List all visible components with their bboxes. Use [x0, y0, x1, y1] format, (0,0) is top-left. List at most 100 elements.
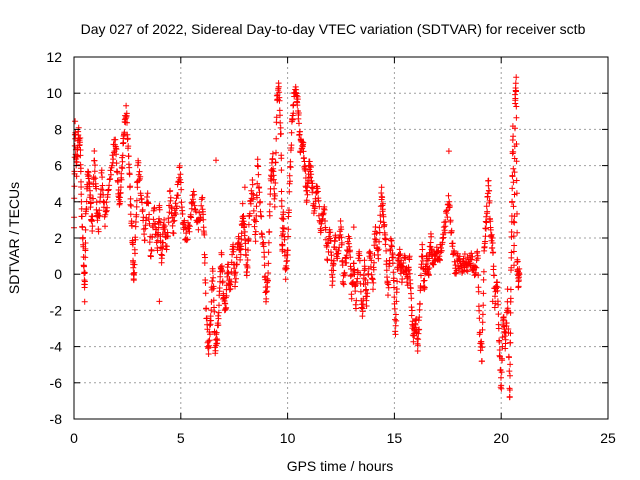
data-point [495, 325, 502, 332]
data-point [296, 128, 303, 135]
data-point [512, 95, 519, 102]
y-axis-label: SDTVAR / TECUs [6, 182, 22, 294]
data-point [165, 219, 172, 226]
data-point [261, 262, 268, 269]
y-tick-label: 0 [54, 266, 62, 282]
data-point [82, 226, 89, 233]
data-point [286, 188, 293, 195]
data-point [217, 273, 224, 280]
data-point [198, 202, 205, 209]
data-point [103, 208, 109, 215]
data-point [249, 190, 255, 197]
data-point [484, 208, 491, 215]
data-point [303, 197, 310, 204]
data-point [280, 209, 287, 216]
data-point [186, 222, 192, 229]
data-point [513, 103, 520, 110]
data-point [350, 224, 357, 231]
data-point [206, 337, 213, 344]
data-point [163, 243, 170, 250]
data-point [233, 275, 239, 282]
data-point [117, 198, 124, 205]
data-point [231, 270, 238, 277]
data-point [253, 203, 260, 210]
data-point [277, 112, 283, 119]
data-point [413, 315, 420, 322]
data-point [275, 83, 282, 90]
data-point [81, 298, 88, 305]
data-point [490, 249, 497, 256]
data-point [343, 252, 350, 259]
data-point [91, 148, 98, 154]
data-point [496, 338, 503, 345]
data-point [256, 184, 263, 191]
data-point [495, 311, 502, 318]
data-point [216, 302, 222, 309]
data-point [110, 156, 117, 163]
data-point [357, 271, 364, 278]
data-point [426, 255, 433, 262]
data-point [386, 263, 393, 270]
data-point [300, 148, 307, 155]
data-point [503, 320, 510, 326]
data-point [440, 234, 447, 241]
data-point [302, 167, 309, 174]
data-point [506, 354, 512, 361]
data-point [248, 187, 255, 194]
data-point [127, 195, 134, 202]
data-point [442, 229, 448, 236]
data-point [186, 223, 193, 230]
data-point [280, 215, 287, 222]
data-point [378, 190, 385, 196]
data-point [209, 268, 216, 275]
data-point [288, 142, 295, 149]
data-point [126, 171, 133, 178]
data-point [247, 200, 254, 207]
data-point [87, 192, 94, 198]
data-point [115, 179, 121, 185]
data-point [254, 194, 260, 201]
data-point [229, 251, 236, 258]
data-point [287, 158, 294, 165]
data-point [78, 191, 85, 198]
data-point [232, 269, 239, 276]
data-point [266, 228, 273, 235]
data-point [133, 203, 140, 210]
data-point [173, 195, 180, 202]
data-point [170, 230, 177, 237]
data-point [200, 211, 207, 218]
data-point [479, 358, 485, 365]
data-point [300, 139, 307, 146]
data-point [379, 206, 386, 213]
data-point [354, 275, 361, 282]
data-point [119, 158, 126, 165]
data-point [183, 230, 190, 237]
data-point [254, 156, 261, 163]
data-point [141, 237, 148, 244]
data-point [245, 247, 251, 254]
data-point [416, 314, 423, 321]
data-point [348, 295, 355, 302]
data-point [215, 322, 222, 329]
data-point [118, 170, 125, 177]
data-point [272, 159, 279, 166]
data-point [510, 248, 517, 255]
data-point [150, 216, 157, 223]
data-point [511, 219, 518, 226]
data-point [322, 218, 328, 224]
data-point [332, 234, 339, 241]
data-point [397, 270, 404, 277]
data-point [388, 237, 395, 244]
data-point [201, 231, 208, 238]
data-point [295, 110, 302, 116]
data-point [212, 347, 219, 354]
data-point [131, 269, 138, 276]
data-point [86, 180, 93, 187]
data-point [92, 162, 98, 169]
data-point [407, 285, 414, 292]
data-point [183, 237, 190, 244]
data-point [256, 189, 263, 196]
data-point [513, 177, 520, 184]
data-point [514, 229, 521, 236]
data-point [79, 234, 86, 241]
